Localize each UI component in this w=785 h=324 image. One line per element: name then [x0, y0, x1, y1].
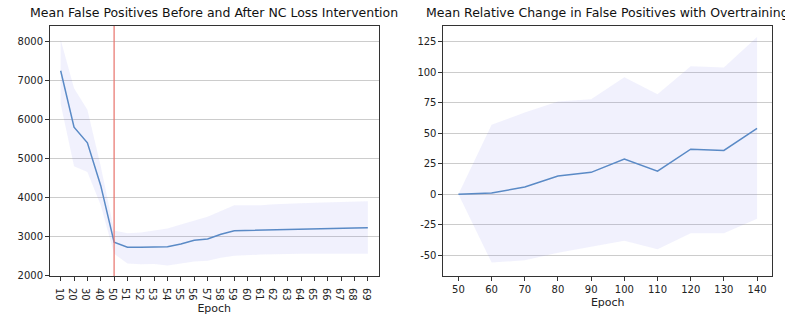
svg-text:6000: 6000 [18, 114, 43, 125]
svg-text:4000: 4000 [18, 192, 43, 203]
svg-text:58: 58 [214, 288, 225, 301]
svg-text:-50: -50 [420, 250, 436, 261]
svg-text:80: 80 [552, 284, 565, 295]
svg-text:67: 67 [334, 288, 345, 301]
svg-text:7000: 7000 [18, 75, 43, 86]
svg-text:50: 50 [452, 284, 465, 295]
svg-text:30: 30 [80, 288, 91, 301]
svg-text:59: 59 [227, 288, 238, 301]
svg-text:57: 57 [201, 288, 212, 301]
svg-text:-25: -25 [420, 219, 436, 230]
svg-text:2000: 2000 [18, 270, 43, 281]
svg-text:61: 61 [254, 288, 265, 301]
svg-text:90: 90 [585, 284, 598, 295]
svg-text:Mean False Positives Before an: Mean False Positives Before and After NC… [30, 5, 398, 20]
svg-text:75: 75 [424, 97, 437, 108]
svg-text:53: 53 [147, 288, 158, 301]
svg-text:110: 110 [648, 284, 667, 295]
svg-text:100: 100 [417, 67, 436, 78]
svg-text:5000: 5000 [18, 153, 43, 164]
svg-text:Epoch: Epoch [591, 296, 625, 309]
svg-text:69: 69 [361, 288, 372, 301]
svg-text:50: 50 [424, 128, 437, 139]
svg-text:Mean Relative Change in False: Mean Relative Change in False Positives … [426, 5, 785, 20]
svg-text:66: 66 [321, 288, 332, 301]
svg-text:0: 0 [430, 189, 436, 200]
svg-text:68: 68 [347, 288, 358, 301]
svg-text:70: 70 [518, 284, 531, 295]
svg-text:60: 60 [241, 288, 252, 301]
svg-text:25: 25 [424, 158, 437, 169]
svg-text:50: 50 [107, 288, 118, 301]
svg-text:10: 10 [54, 288, 65, 301]
svg-text:8000: 8000 [18, 36, 43, 47]
svg-text:60: 60 [485, 284, 498, 295]
svg-text:125: 125 [417, 36, 436, 47]
svg-text:100: 100 [615, 284, 634, 295]
svg-text:64: 64 [294, 288, 305, 301]
svg-text:62: 62 [267, 288, 278, 301]
svg-text:120: 120 [681, 284, 700, 295]
svg-text:51: 51 [120, 288, 131, 301]
svg-text:20: 20 [67, 288, 78, 301]
svg-text:130: 130 [714, 284, 733, 295]
svg-text:54: 54 [161, 288, 172, 301]
svg-text:Epoch: Epoch [197, 302, 231, 315]
svg-text:63: 63 [281, 288, 292, 301]
svg-text:40: 40 [94, 288, 105, 301]
svg-text:65: 65 [307, 288, 318, 301]
svg-text:3000: 3000 [18, 231, 43, 242]
svg-text:140: 140 [748, 284, 767, 295]
svg-text:52: 52 [134, 288, 145, 301]
svg-text:56: 56 [187, 288, 198, 301]
svg-text:55: 55 [174, 288, 185, 301]
